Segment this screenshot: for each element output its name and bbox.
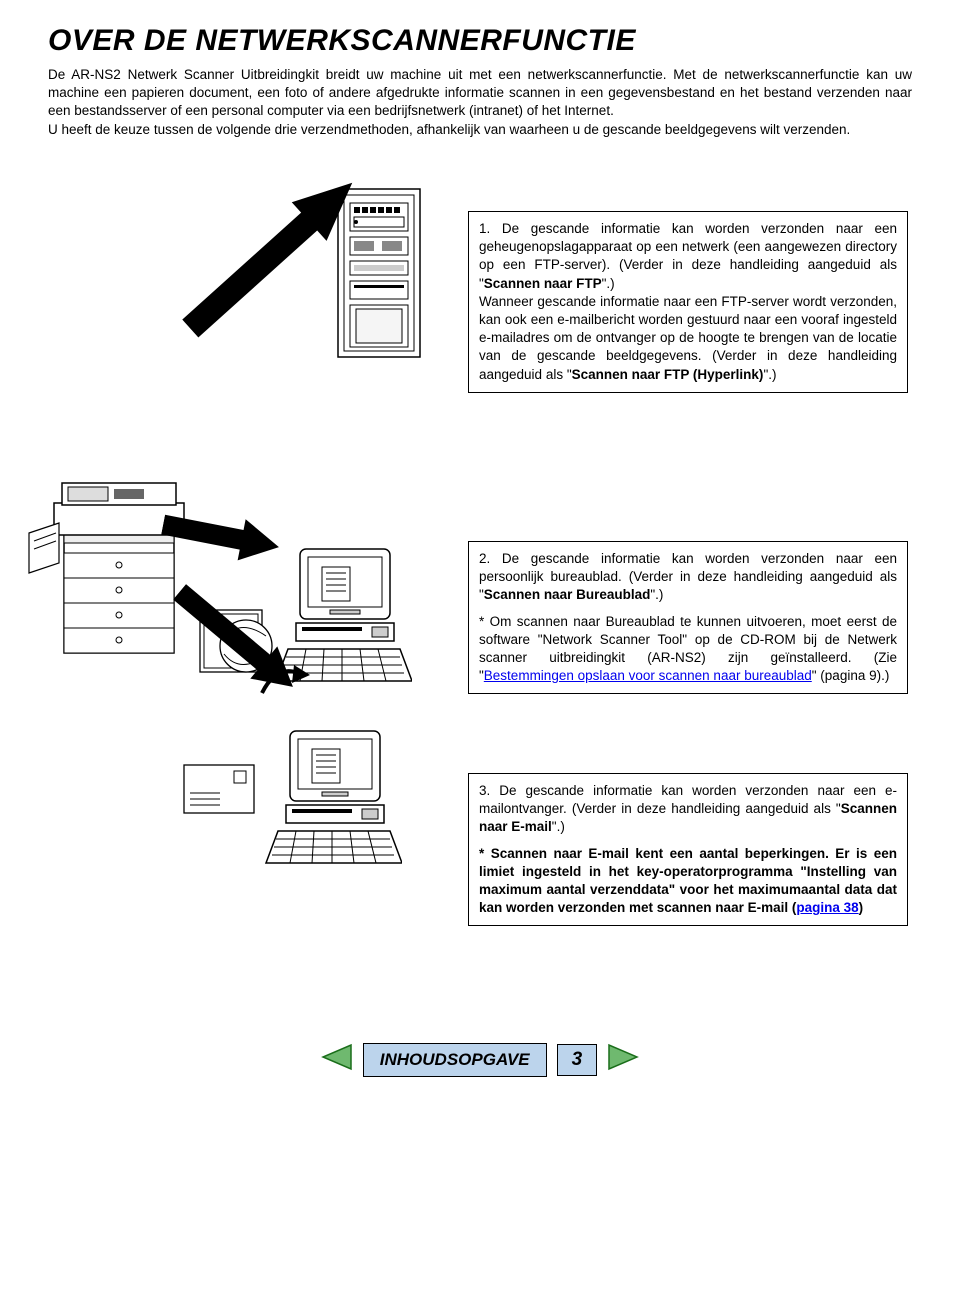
envelope-icon xyxy=(182,763,256,815)
toc-button[interactable]: INHOUDSOPGAVE xyxy=(363,1043,547,1077)
text-bold: Scannen naar FTP (Hyperlink) xyxy=(572,367,764,382)
info-box-desktop: 2. De gescande informatie kan worden ver… xyxy=(468,541,908,695)
text: " (pagina 9).) xyxy=(812,668,890,683)
text: ".) xyxy=(763,367,776,382)
footer-nav: INHOUDSOPGAVE 3 xyxy=(48,1043,912,1077)
text-bold: Scannen naar Bureaublad xyxy=(484,587,651,602)
info-box-ftp: 1. De gescande informatie kan worden ver… xyxy=(468,211,908,393)
text-bold: Scannen naar FTP xyxy=(484,276,602,291)
mfp-icon xyxy=(24,463,194,663)
page-number: 3 xyxy=(557,1044,598,1076)
text-bold: ) xyxy=(859,900,864,915)
link-destinations[interactable]: Bestemmingen opslaan voor scannen naar b… xyxy=(484,668,812,683)
illustration-area xyxy=(32,153,442,1033)
page-title: OVER DE NETWERKSCANNERFUNCTIE xyxy=(48,24,912,58)
text: ".) xyxy=(650,587,663,602)
prev-page-icon[interactable] xyxy=(319,1043,353,1076)
desktop-pc-icon xyxy=(262,725,402,875)
intro-paragraph: De AR-NS2 Netwerk Scanner Uitbreidingkit… xyxy=(48,66,912,139)
info-box-email: 3. De gescande informatie kan worden ver… xyxy=(468,773,908,927)
curved-arrow-icon xyxy=(256,663,312,703)
next-page-icon[interactable] xyxy=(607,1043,641,1076)
text: ".) xyxy=(552,819,565,834)
content-area: 1. De gescande informatie kan worden ver… xyxy=(48,153,912,1033)
text: ".) xyxy=(602,276,615,291)
link-page38[interactable]: pagina 38 xyxy=(796,900,858,915)
text: 3. De gescande informatie kan worden ver… xyxy=(479,783,897,816)
